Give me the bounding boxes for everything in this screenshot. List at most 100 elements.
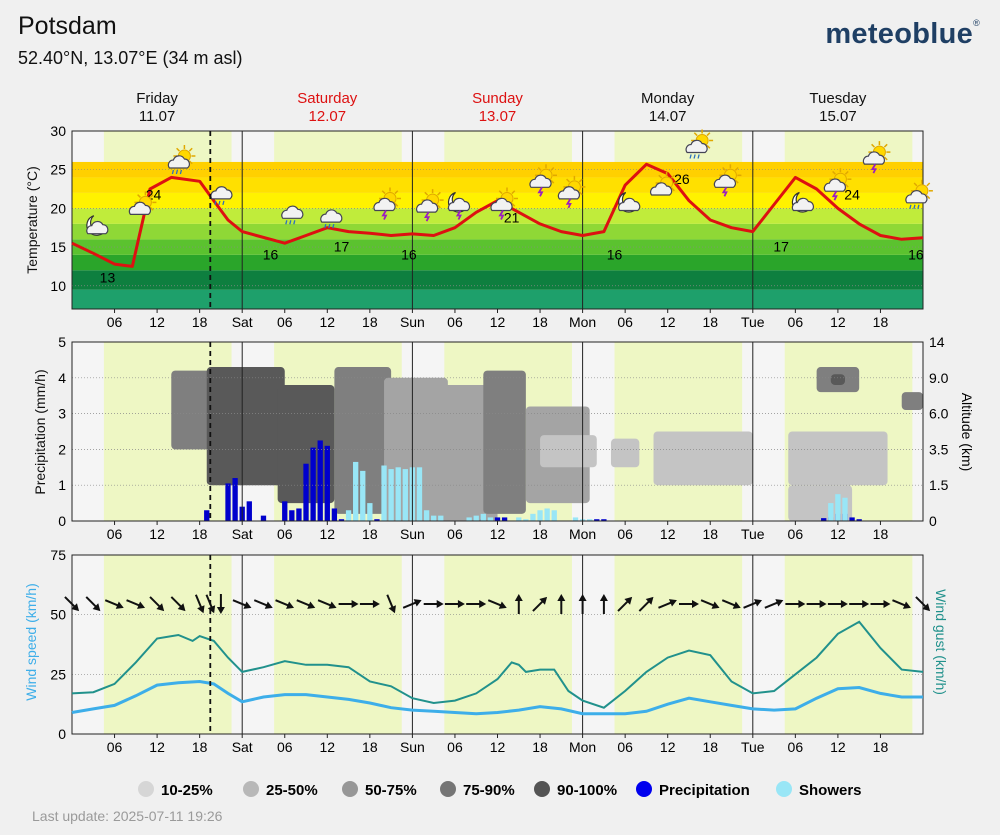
arrow-head bbox=[286, 601, 295, 609]
sun-thunder-icon bbox=[713, 164, 742, 197]
lightning-bolt bbox=[424, 211, 431, 222]
precipitation-bar bbox=[821, 518, 827, 521]
arrow-head bbox=[137, 601, 146, 609]
y-tick-label: 15 bbox=[50, 239, 66, 255]
x-tick-label: Sat bbox=[232, 526, 253, 542]
temperature-color-band bbox=[72, 289, 923, 309]
cloud-shape bbox=[905, 190, 928, 204]
temperature-color-band bbox=[72, 161, 923, 178]
meteoblue-logo[interactable]: meteoblue® bbox=[825, 18, 980, 51]
legend-label: 10-25% bbox=[161, 782, 213, 799]
lightning-bolt bbox=[721, 186, 728, 197]
sun-ray bbox=[734, 166, 739, 171]
rain-cloud-icon bbox=[281, 205, 304, 225]
daylight-band bbox=[103, 555, 232, 734]
sun-thunder-icon bbox=[416, 189, 444, 222]
showers-bar bbox=[551, 510, 557, 521]
cloud-shape bbox=[210, 186, 233, 200]
last-update-text: Last update: 2025-07-11 19:26 bbox=[32, 808, 223, 824]
temperature-color-band bbox=[72, 177, 923, 193]
day-name: Friday bbox=[136, 90, 178, 107]
wind-direction-arrow bbox=[216, 594, 225, 614]
cloud-cover-block bbox=[334, 367, 392, 514]
arrow-head bbox=[328, 601, 337, 609]
moon-cloud-icon bbox=[86, 215, 109, 236]
x-tick-label: 06 bbox=[788, 314, 804, 330]
lightning-bolt bbox=[831, 190, 838, 201]
arrow-head bbox=[624, 596, 633, 605]
sun-ray bbox=[498, 190, 503, 195]
legend-swatch bbox=[342, 781, 358, 797]
y-tick-label: 25 bbox=[50, 162, 66, 178]
y-tick-label: 0 bbox=[58, 513, 66, 529]
cloud-shape bbox=[685, 139, 708, 154]
rain-drop bbox=[289, 220, 292, 225]
x-tick-label: 18 bbox=[362, 526, 378, 542]
rain-drop bbox=[324, 223, 327, 229]
y-tick-label: 50 bbox=[50, 607, 66, 623]
x-tick-label: 06 bbox=[788, 526, 804, 542]
precipitation-bar bbox=[331, 508, 338, 521]
showers-bar bbox=[530, 513, 536, 521]
x-tick-label: 12 bbox=[490, 526, 506, 542]
temperature-data-label: 13 bbox=[100, 270, 116, 286]
sun-ray bbox=[149, 194, 154, 198]
altitude-axis-title: Altitude (km) bbox=[959, 393, 975, 472]
wind-gust-line bbox=[71, 620, 924, 709]
showers-bar bbox=[402, 469, 408, 521]
legend-swatch bbox=[776, 781, 792, 797]
wind-direction-arrow bbox=[915, 596, 931, 612]
x-tick-label: 18 bbox=[873, 314, 889, 330]
x-tick-label: 12 bbox=[490, 739, 506, 755]
precipitation-bar bbox=[225, 483, 231, 521]
x-tick-label: 12 bbox=[660, 526, 676, 542]
rain-cloud-icon bbox=[210, 186, 233, 206]
sun-ray bbox=[722, 166, 726, 171]
wind-direction-arrow bbox=[64, 596, 80, 612]
x-tick-label: 18 bbox=[192, 314, 208, 330]
precipitation-bar bbox=[374, 519, 380, 521]
x-tick-label: 12 bbox=[320, 739, 336, 755]
arrow-head bbox=[197, 605, 205, 614]
legend-label: 25-50% bbox=[266, 782, 318, 799]
wind-direction-arrow bbox=[275, 599, 295, 609]
sun-ray bbox=[832, 170, 836, 175]
precipitation-bar bbox=[601, 519, 607, 521]
precipitation-bar bbox=[232, 478, 238, 521]
x-tick-label: Sat bbox=[232, 314, 253, 330]
arrow-head bbox=[902, 601, 911, 609]
rain-drop bbox=[913, 204, 916, 209]
x-tick-label: 18 bbox=[192, 739, 208, 755]
registered-mark: ® bbox=[973, 18, 980, 28]
x-tick-label: 12 bbox=[660, 739, 676, 755]
day-name: Saturday bbox=[297, 90, 358, 107]
showers-bar bbox=[431, 515, 437, 521]
cloud-cover-block bbox=[610, 438, 640, 468]
precipitation-bar bbox=[310, 447, 316, 521]
cloud-cover-block bbox=[540, 435, 597, 468]
x-tick-label: 12 bbox=[830, 739, 846, 755]
y-tick-label: 3 bbox=[58, 406, 66, 422]
sun-ray bbox=[926, 195, 931, 200]
temperature-data-label: 16 bbox=[401, 246, 417, 262]
sun-rain-cloud-icon bbox=[685, 129, 714, 159]
cloud-shape bbox=[281, 205, 304, 219]
wind-direction-arrow bbox=[764, 599, 784, 609]
sun-ray bbox=[394, 202, 399, 207]
arrow-head bbox=[922, 603, 931, 612]
day-date: 15.07 bbox=[819, 108, 857, 125]
precipitation-bar bbox=[204, 510, 210, 521]
y-tick-label: 5 bbox=[58, 334, 66, 350]
lightning-bolt bbox=[565, 198, 572, 209]
sun-cloud-icon bbox=[650, 172, 678, 196]
wind-direction-arrow bbox=[599, 594, 608, 614]
sun-ray bbox=[437, 191, 441, 196]
y-tick-label: 4 bbox=[58, 370, 66, 386]
day-name: Monday bbox=[641, 90, 695, 107]
wind-direction-arrow bbox=[253, 599, 273, 609]
altitude-tick-label: 6.0 bbox=[929, 406, 949, 422]
moon-thunder-icon bbox=[447, 191, 471, 220]
sun-ray bbox=[424, 191, 429, 196]
sun-rain-cloud-icon bbox=[905, 179, 933, 209]
wind-direction-arrow bbox=[85, 596, 101, 612]
